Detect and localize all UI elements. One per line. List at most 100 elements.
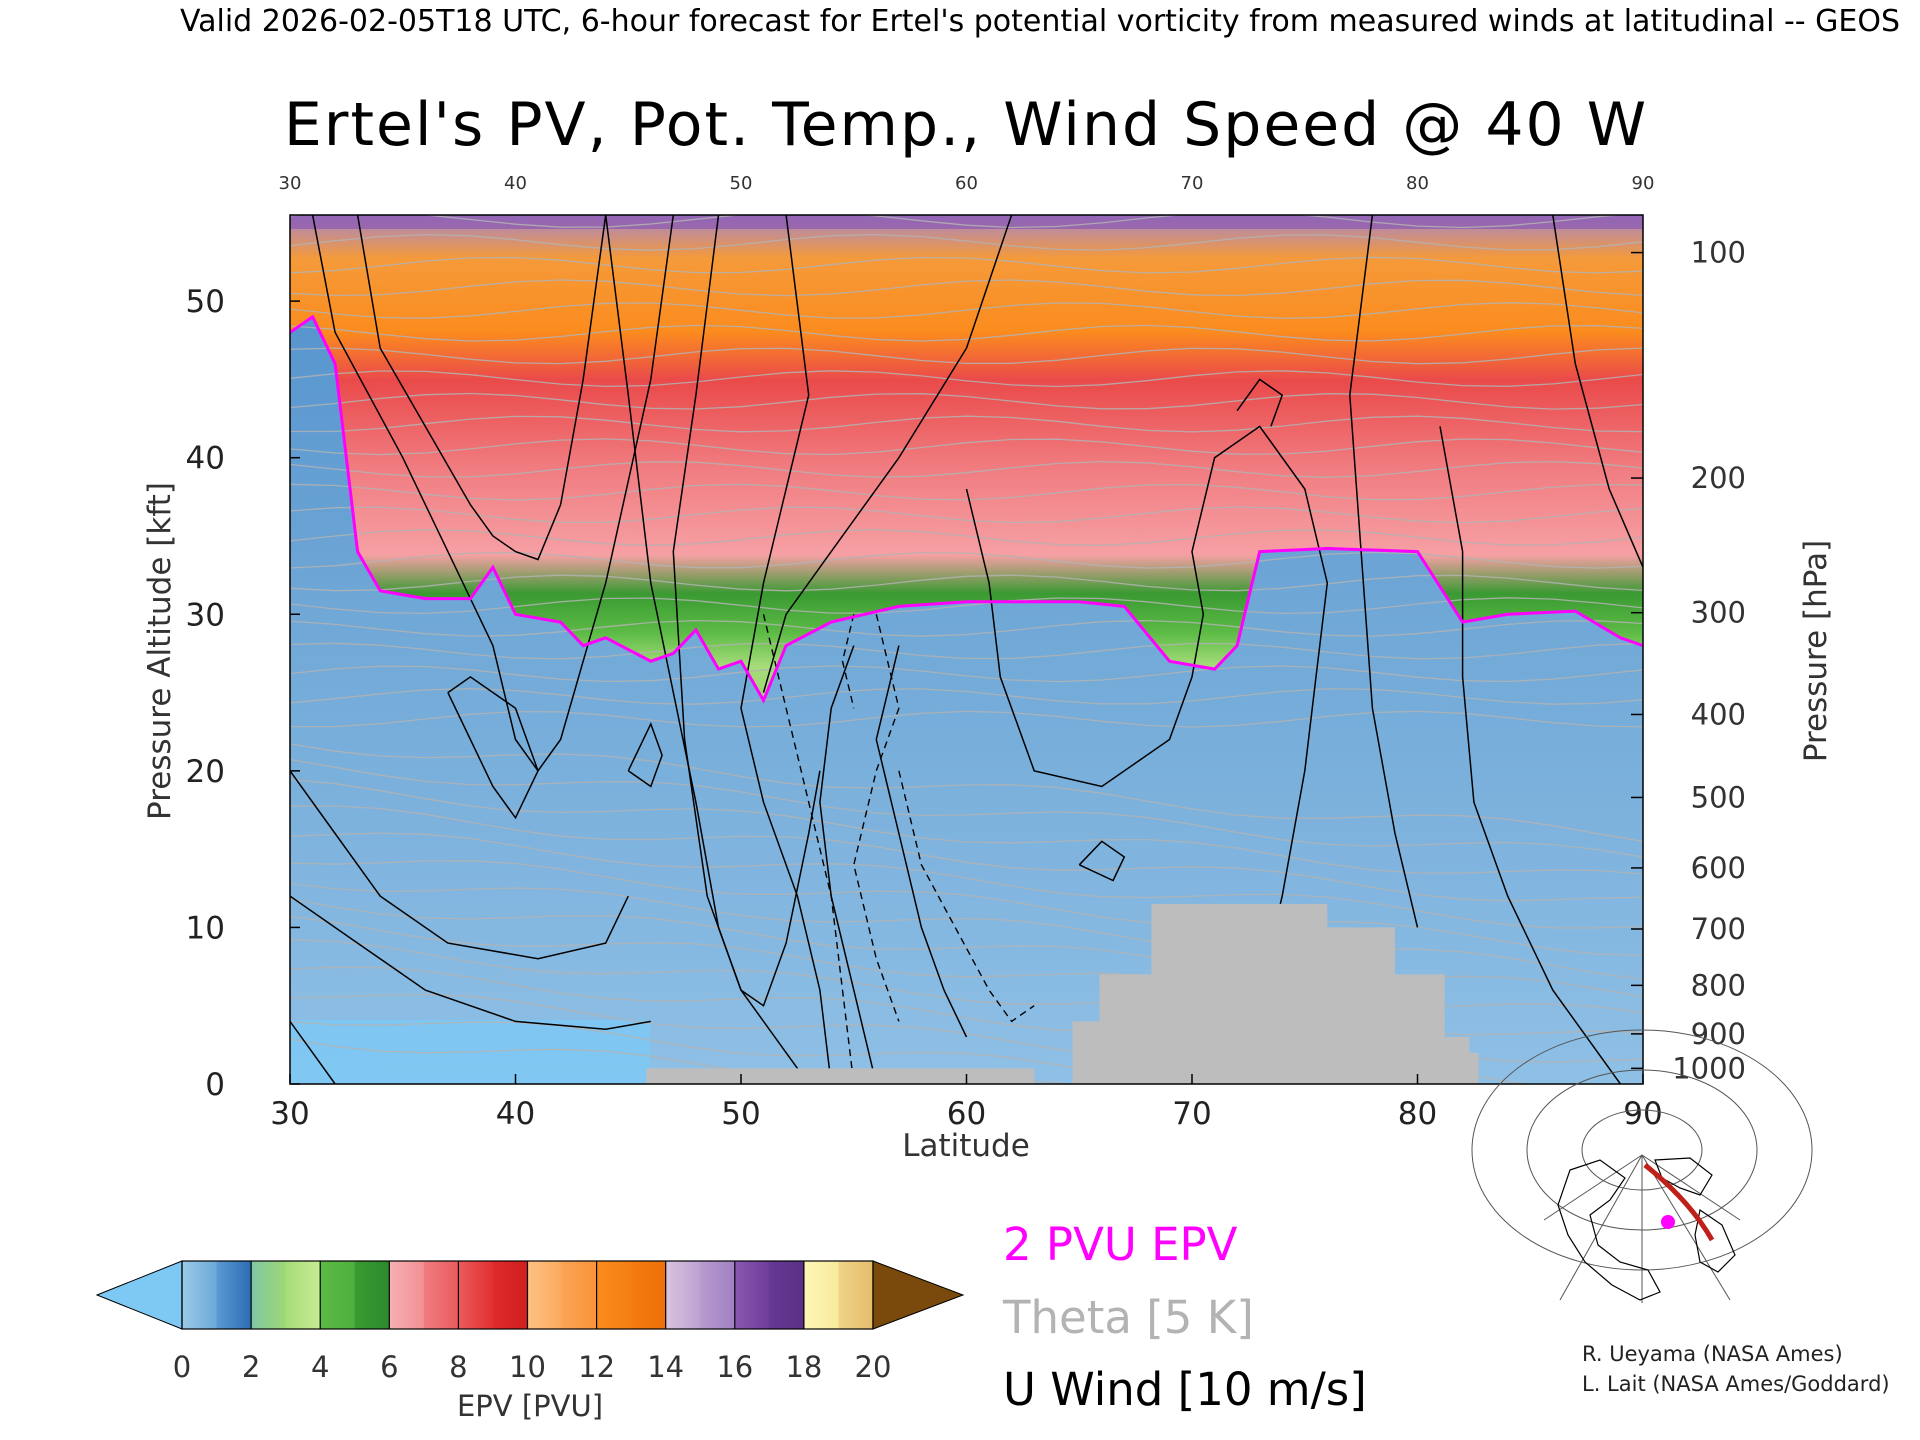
theta-contour bbox=[290, 743, 1643, 842]
top-tick-label: 50 bbox=[730, 173, 753, 194]
wind-contour bbox=[1236, 378, 1284, 427]
wind-contour bbox=[740, 215, 832, 1084]
colorbar-bin bbox=[354, 1261, 390, 1329]
colorbar-tick-label: 14 bbox=[647, 1350, 684, 1384]
theta-contour bbox=[290, 483, 1643, 501]
x-axis-title: Latitude bbox=[902, 1128, 1030, 1164]
colorbar-bin bbox=[562, 1261, 598, 1329]
pressure-tick-label: 100 bbox=[1691, 236, 1746, 270]
x-tick-label: 60 bbox=[947, 1096, 986, 1132]
theta-contour bbox=[290, 805, 1643, 902]
y-axis-right-title: Pressure [hPa] bbox=[1798, 540, 1834, 762]
theta-contour bbox=[290, 215, 1626, 229]
colorbar-tick-label: 16 bbox=[716, 1350, 753, 1384]
theta-contour bbox=[290, 233, 1643, 251]
colorbar-bin bbox=[700, 1261, 736, 1329]
wind-contour bbox=[1078, 840, 1126, 882]
legend-theta: Theta [5 K] bbox=[1002, 1291, 1254, 1344]
colorbar-bin bbox=[769, 1261, 805, 1329]
top-tick-label: 60 bbox=[955, 173, 978, 194]
y-axis-title: Pressure Altitude [kft] bbox=[142, 482, 178, 820]
theta-contour bbox=[290, 460, 1643, 478]
wind-contour bbox=[290, 895, 651, 1030]
theta-contour bbox=[290, 256, 1643, 274]
wind-contour bbox=[672, 215, 810, 1084]
x-tick-label: 70 bbox=[1172, 1096, 1211, 1132]
terrain-block bbox=[1395, 974, 1445, 1084]
top-tick-label: 30 bbox=[279, 173, 302, 194]
wind-contour bbox=[356, 215, 607, 561]
forecast-header: Valid 2026-02-05T18 UTC, 6-hour forecast… bbox=[180, 4, 1900, 39]
x-tick-label: 50 bbox=[721, 1096, 760, 1132]
top-tick-label: 40 bbox=[504, 173, 527, 194]
wind-contour bbox=[875, 645, 968, 1038]
theta-contour bbox=[290, 347, 1643, 365]
theta-contour bbox=[290, 370, 1643, 388]
theta-contour bbox=[290, 1021, 1414, 1084]
x-tick-label: 30 bbox=[270, 1096, 309, 1132]
colorbar-bin bbox=[734, 1261, 770, 1329]
colorbar-bin bbox=[182, 1261, 218, 1329]
theta-contour bbox=[290, 324, 1643, 342]
terrain-block bbox=[1151, 903, 1328, 1084]
colorbar: 0 2 4 6 8 10 12 14 16 18 20 bbox=[95, 1260, 965, 1384]
wind-contours bbox=[290, 215, 1643, 1084]
colorbar-tick-label: 10 bbox=[509, 1350, 546, 1384]
colorbar-frame bbox=[181, 1260, 874, 1330]
colorbar-bin bbox=[320, 1261, 356, 1329]
theta-contour bbox=[290, 619, 1643, 637]
theta-contour bbox=[290, 778, 1643, 875]
wind-contour-negative bbox=[841, 614, 855, 709]
theta-contour bbox=[290, 882, 1643, 981]
theta-contour bbox=[290, 642, 1643, 660]
terrain-block bbox=[646, 1068, 1035, 1084]
colorbar-under-arrow bbox=[95, 1260, 183, 1330]
pressure-tick-label: 500 bbox=[1691, 780, 1746, 814]
theta-contour bbox=[290, 832, 1643, 929]
terrain-block bbox=[1072, 1021, 1102, 1084]
chart-title: Ertel's PV, Pot. Temp., Wind Speed @ 40 … bbox=[284, 90, 1648, 160]
colorbar-bin bbox=[803, 1261, 839, 1329]
wind-contour-negative bbox=[898, 770, 1035, 1023]
theta-contour bbox=[290, 302, 1643, 319]
pressure-tick-label: 600 bbox=[1691, 851, 1746, 885]
wind-contour bbox=[311, 215, 675, 773]
plot-area bbox=[290, 215, 1643, 1084]
wind-contour bbox=[762, 215, 1013, 693]
x-tick-label: 90 bbox=[1623, 1096, 1662, 1132]
y-tick-label: 50 bbox=[186, 284, 225, 320]
polar-projection-map-icon bbox=[1471, 1029, 1813, 1303]
colorbar-bin bbox=[527, 1261, 563, 1329]
colorbar-bin bbox=[216, 1261, 252, 1329]
terrain-block bbox=[1469, 1052, 1479, 1084]
pressure-tick-label: 900 bbox=[1691, 1017, 1746, 1051]
credit-line-1: R. Ueyama (NASA Ames) bbox=[1582, 1342, 1843, 1366]
pv-2pvu-contour bbox=[290, 314, 1643, 704]
y-tick-label: 0 bbox=[205, 1067, 225, 1103]
wind-contour bbox=[1439, 426, 1622, 1084]
theta-contour bbox=[290, 688, 1643, 705]
colorbar-bin bbox=[251, 1261, 287, 1329]
pressure-tick-label: 800 bbox=[1691, 968, 1746, 1002]
colorbar-tick-label: 18 bbox=[785, 1350, 822, 1384]
top-tick-label: 80 bbox=[1406, 173, 1429, 194]
theta-contour bbox=[290, 597, 1643, 615]
colorbar-tick-label: 4 bbox=[311, 1350, 329, 1384]
theta-contour bbox=[290, 710, 1643, 728]
colorbar-bin bbox=[492, 1261, 529, 1329]
theta-contour bbox=[290, 279, 1643, 297]
y-tick-label: 10 bbox=[186, 910, 225, 946]
colorbar-bin bbox=[458, 1261, 494, 1329]
wind-contour bbox=[627, 721, 663, 788]
wind-contour bbox=[1552, 215, 1643, 568]
colorbar-bin bbox=[838, 1261, 874, 1329]
colorbar-tick-label: 0 bbox=[173, 1350, 191, 1384]
wind-contour bbox=[819, 645, 878, 1084]
colorbar-over-arrow bbox=[872, 1260, 965, 1330]
theta-contour bbox=[290, 758, 1643, 858]
wind-contour bbox=[965, 425, 1329, 1084]
terrain-mask bbox=[646, 903, 1479, 1084]
x-tick-label: 40 bbox=[496, 1096, 535, 1132]
theta-contour bbox=[290, 415, 1643, 433]
